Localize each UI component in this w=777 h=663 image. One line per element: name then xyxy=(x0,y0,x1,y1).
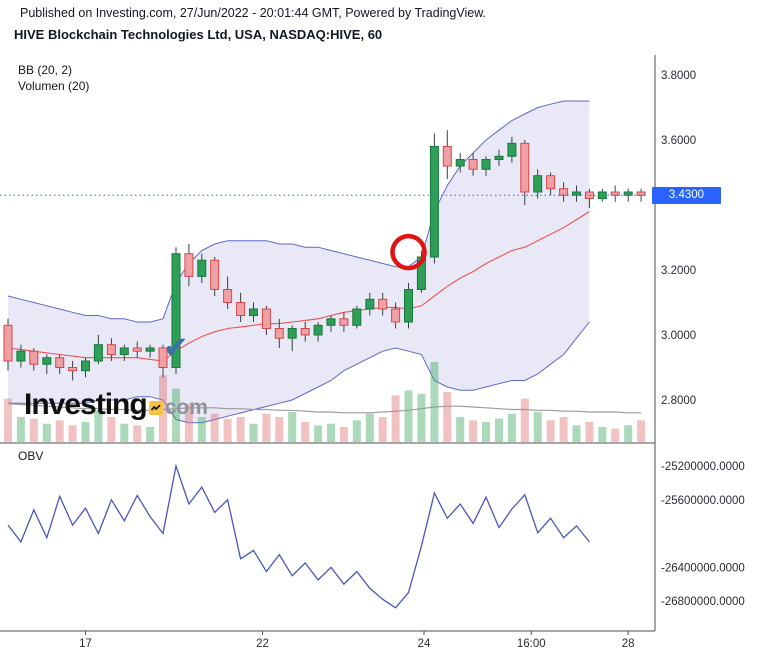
bollinger-band xyxy=(7,100,590,424)
legend-bollinger: BB (20, 2) xyxy=(18,63,73,77)
svg-text:3.6000: 3.6000 xyxy=(661,135,696,147)
obv-line xyxy=(7,463,590,609)
svg-text:-26400000.0000: -26400000.0000 xyxy=(661,562,745,574)
svg-text:16:00: 16:00 xyxy=(517,638,546,650)
indicator-legend: BB (20, 2) Volumen (20) xyxy=(18,62,89,94)
investing-logo-chart-icon xyxy=(148,401,163,415)
investing-logo-suffix: com xyxy=(164,396,208,419)
chart-title: HIVE Blockchain Technologies Ltd, USA, N… xyxy=(14,27,383,42)
svg-text:2.8000: 2.8000 xyxy=(661,395,696,407)
svg-text:22: 22 xyxy=(256,638,269,650)
investing-logo-text: Investing xyxy=(24,388,148,421)
svg-text:3.8000: 3.8000 xyxy=(661,70,696,82)
investing-logo: Investing com xyxy=(24,388,208,422)
legend-volume: Volumen (20) xyxy=(18,79,90,93)
volume-bars xyxy=(4,362,646,442)
svg-text:17: 17 xyxy=(79,638,92,650)
obv-panel-label: OBV xyxy=(18,449,44,463)
published-line: Published on Investing.com, 27/Jun/2022 … xyxy=(20,6,487,20)
highlight-circle-annotation xyxy=(390,233,427,271)
svg-text:3.2000: 3.2000 xyxy=(661,265,696,277)
svg-text:24: 24 xyxy=(418,638,431,650)
svg-text:3.0000: 3.0000 xyxy=(661,330,696,342)
axes: 3.8000 3.6000 3.2000 3.0000 2.8000 -25200000.… xyxy=(0,55,745,650)
candles xyxy=(3,130,646,381)
svg-text:-26800000.0000: -26800000.0000 xyxy=(661,596,745,608)
svg-text:-25600000.0000: -25600000.0000 xyxy=(661,495,745,507)
checkmark-annotation: ✔ xyxy=(163,332,188,365)
svg-text:-25200000.0000: -25200000.0000 xyxy=(661,461,745,473)
volume-ma-line xyxy=(7,403,642,414)
last-price-badge: 3.4300 xyxy=(652,186,721,204)
svg-text:28: 28 xyxy=(622,638,635,650)
